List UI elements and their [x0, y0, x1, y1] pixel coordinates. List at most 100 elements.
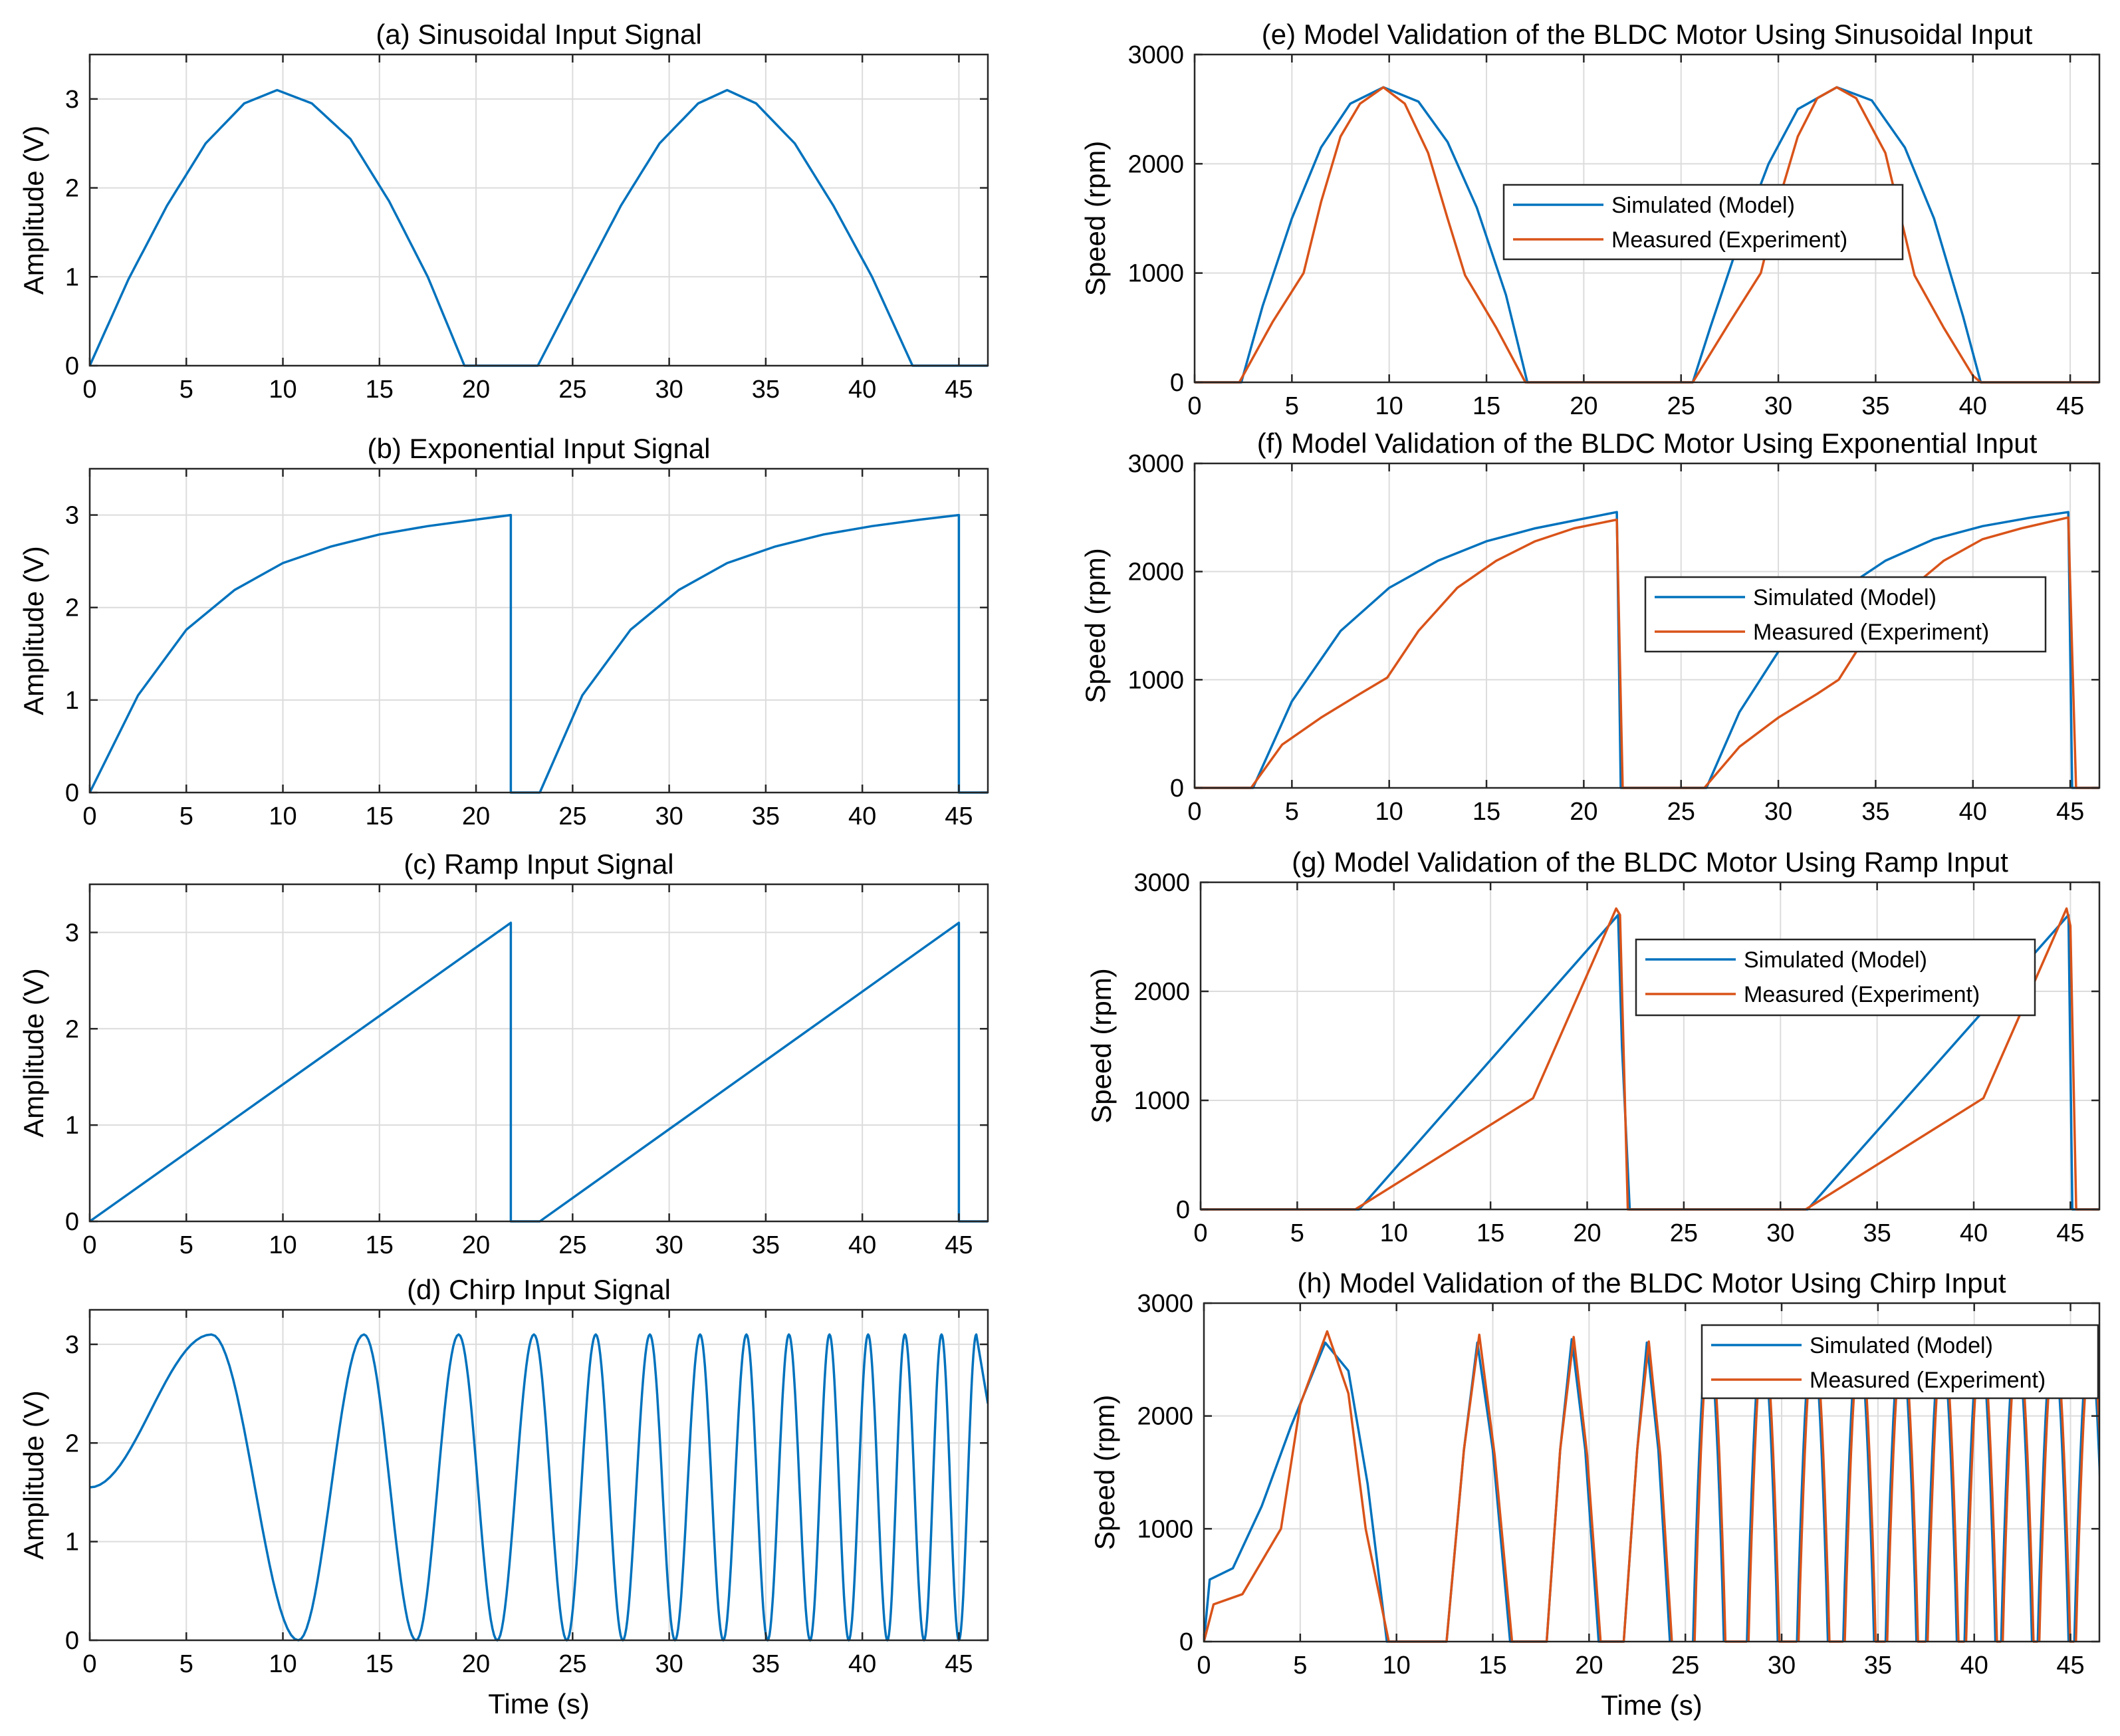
x-tick-label: 40	[1960, 1219, 1988, 1247]
x-tick-label: 35	[1863, 1219, 1891, 1247]
x-tick-label: 25	[1667, 392, 1695, 420]
x-tick-label: 0	[82, 376, 96, 404]
x-tick-label: 25	[1671, 1652, 1699, 1679]
x-tick-label: 0	[1193, 1219, 1207, 1247]
x-tick-label: 0	[1197, 1652, 1211, 1679]
y-tick-label: 1000	[1127, 666, 1184, 694]
x-tick-label: 5	[1285, 798, 1299, 826]
y-tick-label: 3000	[1137, 1290, 1193, 1318]
y-tick-label: 1	[65, 1112, 79, 1140]
x-tick-label: 15	[1472, 392, 1500, 420]
x-axis-label: Time (s)	[488, 1688, 589, 1719]
y-tick-label: 2	[65, 594, 79, 622]
series-line-input	[90, 1333, 988, 1642]
y-tick-label: 1	[65, 1529, 79, 1556]
axes-box	[1193, 53, 2101, 384]
x-tick-label: 20	[1573, 1219, 1601, 1247]
series-line-input	[90, 513, 988, 794]
y-tick-label: 1000	[1133, 1087, 1190, 1115]
y-tick-label: 2	[65, 175, 79, 203]
x-tick-label: 15	[366, 376, 394, 404]
chart-panel-b: 0 5 10 15 20 25 30 35 40 45 0 1 2 3 (b) Exponential In…	[18, 433, 989, 830]
chart-panel-e: 0 5 10 15 20 25 30 35 40 45 0 1000 2000 3000 (e) Model…	[1080, 19, 2101, 420]
y-tick-label: 2000	[1127, 558, 1184, 586]
x-tick-label: 5	[179, 1231, 193, 1259]
y-tick-label: 0	[65, 779, 79, 807]
x-tick-label: 35	[752, 376, 780, 404]
y-axis-label: Amplitude (V)	[18, 968, 49, 1137]
x-tick-label: 20	[462, 376, 490, 404]
x-tick-label: 15	[1478, 1652, 1506, 1679]
x-tick-label: 25	[558, 1650, 586, 1678]
x-tick-label: 40	[1960, 1652, 1988, 1679]
legend-label: Measured (Experiment)	[1753, 620, 1989, 645]
y-axis-label: Speed (rpm)	[1080, 141, 1111, 296]
x-tick-label: 0	[82, 1650, 96, 1678]
legend-label: Simulated (Model)	[1810, 1333, 1993, 1358]
y-tick-label: 3	[65, 502, 79, 530]
x-tick-label: 35	[1861, 798, 1889, 826]
y-tick-label: 3	[65, 1331, 79, 1359]
chart-panel-c: 0 5 10 15 20 25 30 35 40 45 0 1 2 3 (c) Ramp Input Sig…	[18, 848, 989, 1259]
chart-panel-h: 0 5 10 15 20 25 30 35 40 45 0 1000 2000 3000 (h) Model…	[1089, 1267, 2101, 1721]
chart-title: (c) Ramp Input Signal	[404, 848, 673, 880]
y-tick-label: 2	[65, 1015, 79, 1043]
y-tick-label: 1000	[1127, 260, 1184, 288]
x-tick-label: 20	[1570, 392, 1597, 420]
legend-box	[1701, 1324, 2099, 1400]
x-tick-label: 10	[1375, 798, 1403, 826]
x-tick-label: 10	[269, 803, 296, 830]
y-tick-label: 2	[65, 1429, 79, 1457]
y-axis-label: Speed (rpm)	[1086, 968, 1117, 1123]
y-axis-label: Amplitude (V)	[18, 546, 49, 715]
x-tick-label: 30	[655, 1231, 683, 1259]
x-tick-label: 10	[269, 376, 296, 404]
x-tick-label: 35	[1861, 392, 1889, 420]
legend: Simulated (Model) Measured (Experiment)	[1635, 938, 2036, 1017]
x-tick-label: 15	[1476, 1219, 1504, 1247]
x-tick-label: 10	[269, 1650, 296, 1678]
x-tick-label: 40	[848, 1231, 876, 1259]
y-tick-label: 1	[65, 687, 79, 715]
x-tick-label: 45	[2056, 392, 2084, 420]
axes-box	[1199, 881, 2101, 1211]
y-tick-label: 1	[65, 263, 79, 291]
x-tick-label: 30	[1768, 1652, 1796, 1679]
x-tick-label: 25	[1667, 798, 1695, 826]
chart-title: (a) Sinusoidal Input Signal	[376, 19, 701, 50]
x-tick-label: 35	[752, 1650, 780, 1678]
y-tick-label: 0	[65, 1208, 79, 1236]
y-tick-label: 0	[1179, 1628, 1193, 1656]
x-tick-label: 5	[1293, 1652, 1307, 1679]
legend-label: Simulated (Model)	[1744, 947, 1927, 973]
chart-panel-a: 0 5 10 15 20 25 30 35 40 45 0 1 2 3 (a) Sinusoidal Inp…	[18, 19, 989, 404]
x-tick-label: 30	[655, 803, 683, 830]
axes-box	[88, 467, 989, 794]
y-axis-label: Amplitude (V)	[18, 126, 49, 295]
legend-label: Simulated (Model)	[1753, 585, 1937, 610]
y-tick-label: 0	[1170, 369, 1184, 397]
chart-title: (f) Model Validation of the BLDC Motor U…	[1257, 428, 2038, 459]
legend-label: Measured (Experiment)	[1810, 1368, 2046, 1393]
chart-title: (g) Model Validation of the BLDC Motor U…	[1292, 846, 2008, 878]
x-tick-label: 5	[179, 376, 193, 404]
x-tick-label: 20	[462, 1231, 490, 1259]
x-tick-label: 10	[1380, 1219, 1408, 1247]
chart-title: (b) Exponential Input Signal	[368, 433, 711, 464]
x-tick-label: 30	[655, 376, 683, 404]
x-tick-label: 5	[1290, 1219, 1304, 1247]
legend: Simulated (Model) Measured (Experiment)	[1701, 1324, 2099, 1400]
y-tick-label: 3000	[1127, 41, 1184, 69]
legend-box	[1635, 938, 2036, 1017]
x-tick-label: 15	[1472, 798, 1500, 826]
x-tick-label: 45	[2056, 1652, 2084, 1679]
x-tick-label: 25	[558, 1231, 586, 1259]
x-tick-label: 30	[1766, 1219, 1794, 1247]
legend: Simulated (Model) Measured (Experiment)	[1502, 184, 1904, 261]
legend-box	[1502, 184, 1904, 261]
series-line-simulated	[1204, 1338, 1671, 1643]
x-tick-label: 20	[1570, 798, 1597, 826]
x-tick-label: 45	[2056, 1219, 2084, 1247]
y-axis-label: Speed (rpm)	[1089, 1395, 1120, 1550]
